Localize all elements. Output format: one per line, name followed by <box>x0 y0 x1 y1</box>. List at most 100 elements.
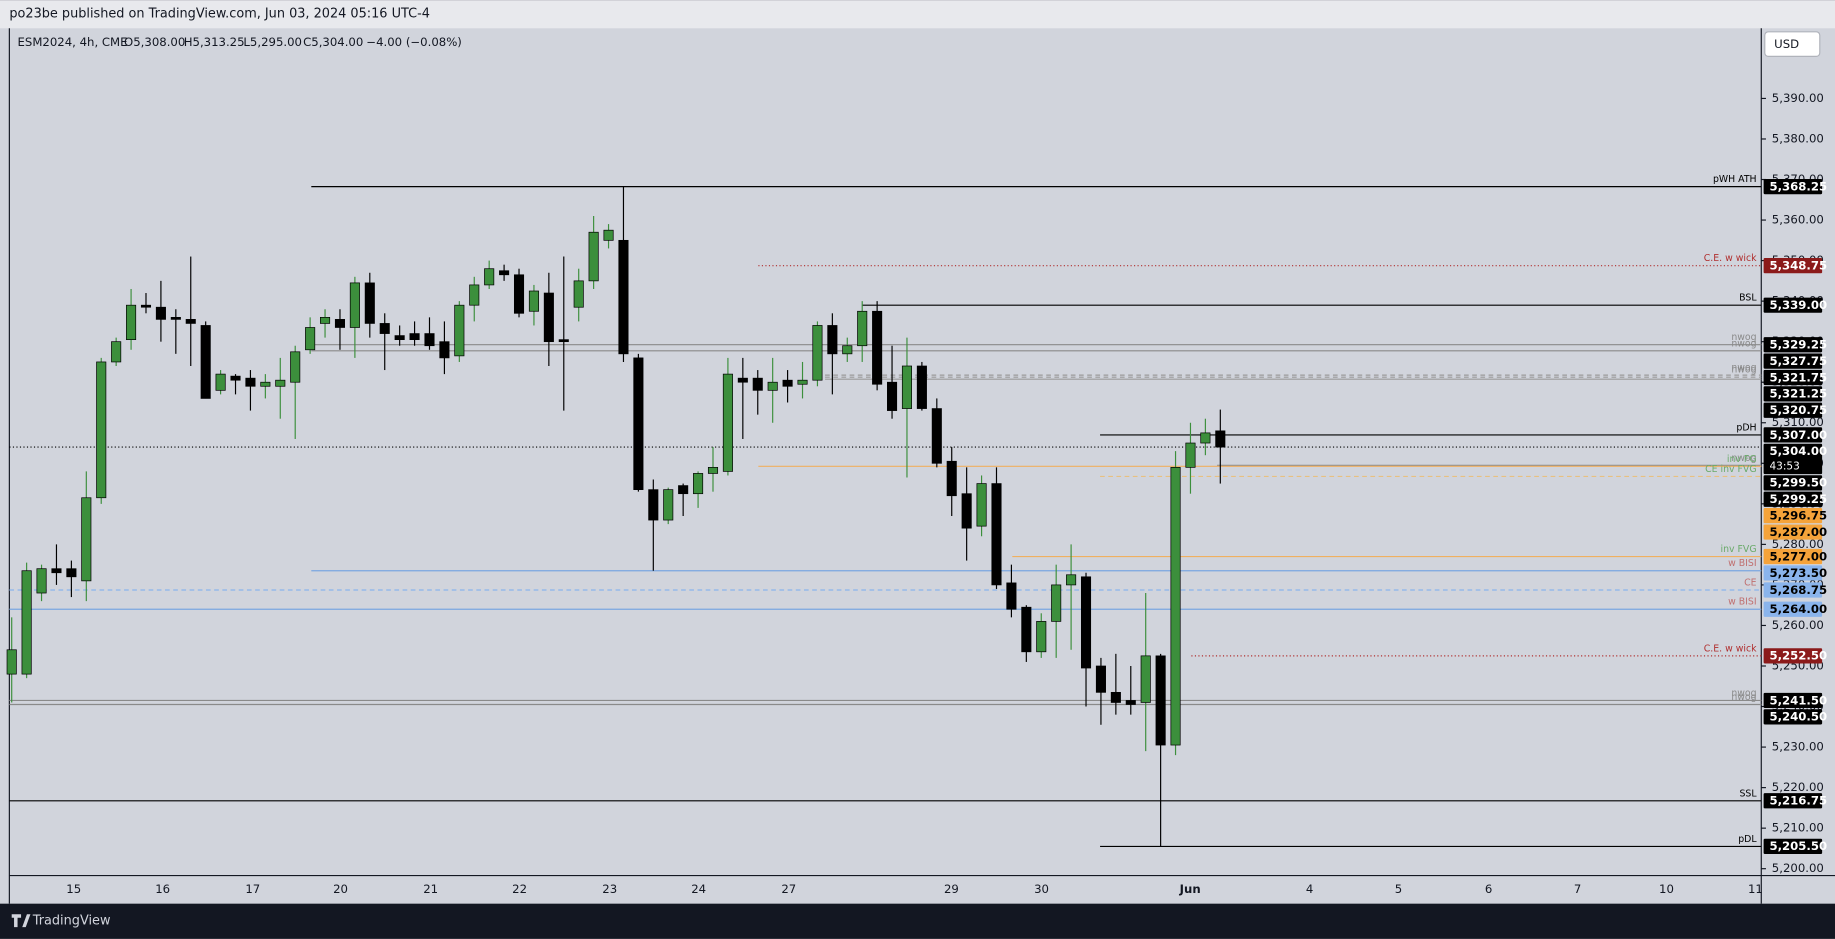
x-tick-label: 4 <box>1306 882 1313 896</box>
currency-button[interactable]: USD <box>1764 31 1821 57</box>
candle-body <box>1036 621 1047 653</box>
price-tag-label: 5,252.50 <box>1769 649 1827 663</box>
candle-body <box>305 327 316 351</box>
candle-body <box>290 351 301 383</box>
footer-bar <box>0 903 1835 939</box>
legend: ESM2024, 4h, CME O5,308.00 H5,313.25 L5,… <box>18 35 462 49</box>
price-tag <box>1763 475 1823 491</box>
candle-body <box>767 381 778 391</box>
candle-body <box>543 292 554 343</box>
level-label: C.E. w wick <box>1704 643 1757 654</box>
candle-body <box>51 568 62 574</box>
level-label: nwog <box>1731 332 1756 343</box>
candle-body <box>1125 700 1136 705</box>
price-tag-label: 5,299.50 <box>1769 476 1827 490</box>
level-label: BSL <box>1739 293 1757 304</box>
price-tag <box>1763 601 1823 617</box>
candle-body <box>872 310 883 385</box>
price-tag-label: 5,304.00 <box>1769 444 1827 458</box>
candle-body <box>857 310 868 347</box>
candle-body <box>1080 576 1092 669</box>
price-tag <box>1763 582 1823 598</box>
candle-body <box>1200 432 1211 444</box>
price-tag-label: 5,368.25 <box>1769 179 1827 193</box>
level-label: w BISI <box>1728 597 1757 608</box>
candle-body <box>558 339 569 343</box>
candle-body <box>916 365 927 409</box>
candle-body <box>752 377 763 391</box>
candle-body <box>722 373 733 472</box>
candle-body <box>1140 655 1151 703</box>
candle-body <box>66 568 77 578</box>
candle-body <box>469 284 480 306</box>
candle-body <box>887 381 898 411</box>
candle-body <box>320 317 331 324</box>
x-tick-label: 23 <box>602 882 617 896</box>
price-tag-label: 5,348.75 <box>1769 259 1827 273</box>
candle-body <box>1066 574 1077 586</box>
y-tick-label: 5,360.00 <box>1772 213 1824 227</box>
y-tick-label: 5,230.00 <box>1772 740 1824 754</box>
x-tick-label: 20 <box>333 882 348 896</box>
candle-body <box>394 335 405 341</box>
legend-low: L5,295.00 <box>243 35 302 49</box>
candle-body <box>1021 606 1032 653</box>
brand[interactable]: TradingView <box>32 914 111 929</box>
x-tick-label: 10 <box>1659 882 1674 896</box>
price-tag-label: 5,268.75 <box>1769 583 1827 597</box>
price-tag-label: 5,307.00 <box>1769 428 1827 442</box>
candle-body <box>707 466 719 474</box>
level-label: nwog <box>1731 688 1756 699</box>
y-tick-label: 5,310.00 <box>1772 415 1824 429</box>
candle-body <box>484 268 495 286</box>
legend-open: O5,308.00 <box>124 35 185 49</box>
candle-body <box>782 379 793 387</box>
price-tag-label: 5,321.75 <box>1769 370 1827 384</box>
candle-body <box>170 317 181 320</box>
candle-body <box>409 333 420 341</box>
price-tag <box>1763 548 1823 565</box>
candle-body <box>111 341 122 363</box>
candle-body <box>81 497 92 582</box>
level-label: CE <box>1744 577 1757 588</box>
candle-body <box>991 483 1002 586</box>
price-tag <box>1763 297 1823 313</box>
candle-body <box>1215 430 1226 448</box>
candle-body <box>439 341 450 359</box>
usd-button[interactable] <box>1764 31 1821 57</box>
candle-body <box>6 649 17 675</box>
candle-body <box>21 570 32 675</box>
price-tag-label: 5,321.25 <box>1769 387 1827 401</box>
x-tick-label: 30 <box>1034 882 1049 896</box>
price-tag <box>1763 353 1823 369</box>
x-tick-label: 7 <box>1574 882 1581 896</box>
x-tick-label: 5 <box>1395 882 1402 896</box>
candle-body <box>1051 584 1062 622</box>
legend-close: C5,304.00 <box>303 35 363 49</box>
candle-body <box>976 483 987 527</box>
publisher: po23be published on TradingView.com, Jun… <box>9 7 430 22</box>
price-tag <box>1763 427 1823 443</box>
candle-body <box>215 373 226 391</box>
level-label: C.E. w wick <box>1704 253 1757 264</box>
y-tick-label: 5,220.00 <box>1772 780 1824 794</box>
x-tick-label: Jun <box>1179 882 1201 896</box>
price-tag <box>1763 491 1823 507</box>
candle-body <box>633 357 644 490</box>
price-tag <box>1763 524 1823 540</box>
usd-label[interactable]: USD <box>1774 37 1799 51</box>
price-tag-label: 5,241.50 <box>1769 693 1827 707</box>
x-tick-label: 21 <box>423 882 438 896</box>
level-label: nwog <box>1731 692 1756 703</box>
level-label: nwog <box>1731 365 1756 376</box>
candle-body <box>349 282 360 328</box>
level-label: pDL <box>1738 834 1757 845</box>
candle-body <box>588 231 599 282</box>
y-tick-label: 5,280.00 <box>1772 537 1824 551</box>
candle-body <box>678 485 689 495</box>
price-tag-label: 5,264.00 <box>1769 602 1827 616</box>
candle-body <box>513 274 525 314</box>
countdown: 43:53 <box>1769 461 1799 473</box>
